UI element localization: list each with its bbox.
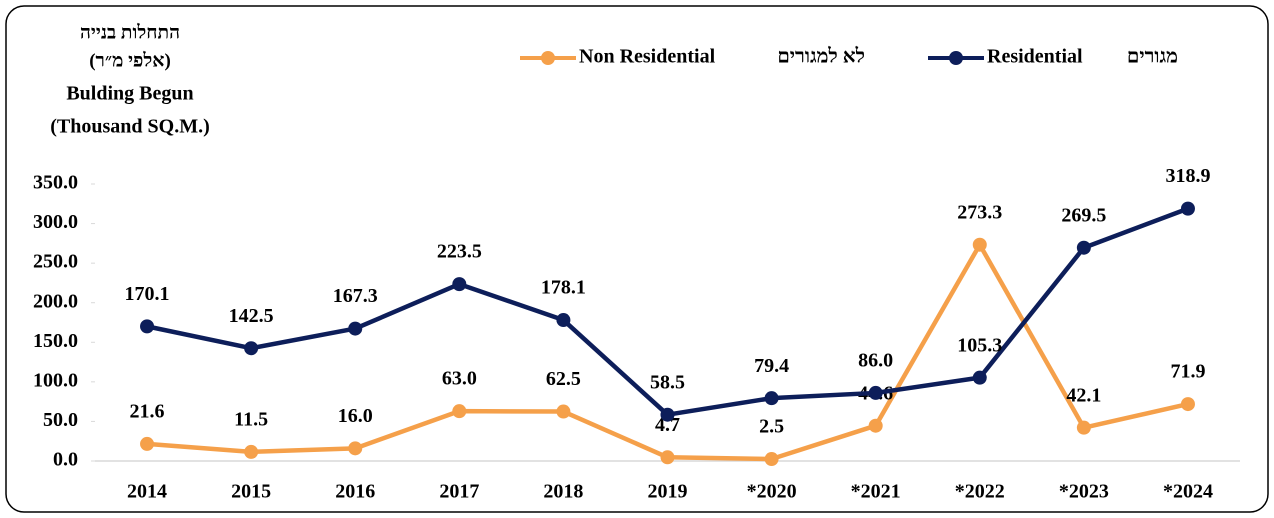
data-label: 105.3 <box>957 334 1002 356</box>
data-label: 4.7 <box>655 414 680 436</box>
data-label: 167.3 <box>333 285 378 307</box>
data-label: 63.0 <box>442 368 477 390</box>
legend-label-he: לא למגורים <box>777 46 865 68</box>
marker <box>868 418 883 433</box>
marker <box>660 407 675 422</box>
x-tick-label: 2019 <box>648 481 688 503</box>
x-tick-label: 2017 <box>439 481 479 503</box>
x-tick-label: 2014 <box>127 481 167 503</box>
data-label: 16.0 <box>338 405 373 427</box>
marker <box>972 237 987 252</box>
marker <box>348 441 363 456</box>
legend-label: Residential <box>987 46 1083 68</box>
marker <box>1076 240 1091 255</box>
data-label: 42.1 <box>1066 384 1101 406</box>
data-label: 58.5 <box>650 371 685 393</box>
marker <box>452 277 467 292</box>
legend-marker <box>541 51 555 65</box>
data-label: 142.5 <box>229 305 274 327</box>
y-tick-label: 300.0 <box>33 211 78 233</box>
x-tick-label: 2018 <box>543 481 583 503</box>
title-he-unit: (אלפי מ״ר) <box>89 50 171 71</box>
x-tick-label: *2023 <box>1059 481 1109 503</box>
x-tick-label: *2024 <box>1163 481 1213 503</box>
legend-marker <box>949 51 963 65</box>
data-label: 178.1 <box>541 277 586 299</box>
marker <box>1076 420 1091 435</box>
legend-label: Non Residential <box>579 46 716 68</box>
marker <box>556 313 571 328</box>
x-tick-label: 2016 <box>335 481 375 503</box>
y-tick-label: 150.0 <box>33 330 78 352</box>
title-en-unit: (Thousand SQ.M.) <box>50 116 210 138</box>
title-he: התחלות בנייה <box>80 22 180 43</box>
marker <box>140 319 155 334</box>
x-tick-label: *2020 <box>747 481 797 503</box>
y-tick-label: 250.0 <box>33 251 78 273</box>
marker <box>1180 397 1195 412</box>
data-label: 223.5 <box>437 241 482 263</box>
x-tick-label: *2021 <box>851 481 901 503</box>
marker <box>556 404 571 419</box>
data-label: 273.3 <box>957 201 1002 223</box>
marker <box>452 404 467 419</box>
data-label: 86.0 <box>858 350 893 372</box>
data-label: 71.9 <box>1170 361 1205 383</box>
data-label: 79.4 <box>754 355 789 377</box>
data-label: 62.5 <box>546 368 581 390</box>
y-tick-label: 350.0 <box>33 172 78 194</box>
x-tick-label: 2015 <box>231 481 271 503</box>
marker <box>348 321 363 336</box>
x-tick-label: *2022 <box>955 481 1005 503</box>
data-label: 170.1 <box>125 283 170 305</box>
marker <box>764 452 779 467</box>
marker <box>660 450 675 465</box>
data-label: 21.6 <box>130 400 165 422</box>
y-tick-label: 100.0 <box>33 369 78 391</box>
marker <box>1180 201 1195 216</box>
data-label: 11.5 <box>234 408 268 430</box>
data-label: 318.9 <box>1165 165 1210 187</box>
y-tick-label: 0.0 <box>53 449 78 471</box>
title-en: Bulding Begun <box>66 83 193 105</box>
legend-label-he: מגורים <box>1127 46 1178 68</box>
y-tick-label: 50.0 <box>43 409 78 431</box>
data-label: 269.5 <box>1061 204 1106 226</box>
marker <box>140 436 155 451</box>
marker <box>764 391 779 406</box>
marker <box>972 370 987 385</box>
marker <box>868 385 883 400</box>
y-tick-label: 200.0 <box>33 290 78 312</box>
frame <box>5 5 1269 513</box>
data-label: 2.5 <box>759 416 784 438</box>
marker <box>244 444 259 459</box>
marker <box>244 341 259 356</box>
